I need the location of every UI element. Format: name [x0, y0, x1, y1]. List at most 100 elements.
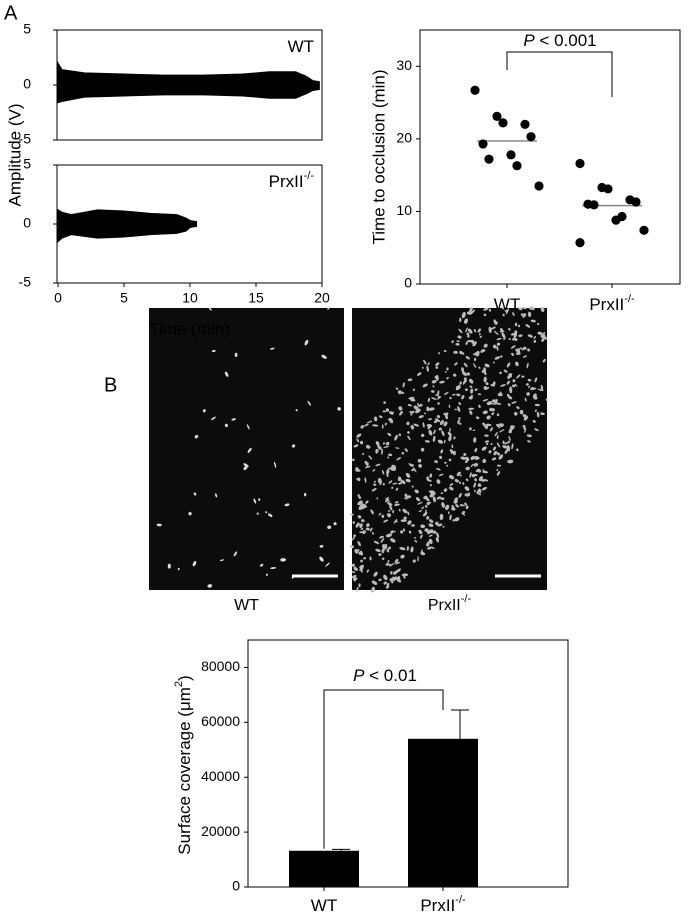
speck	[371, 586, 375, 593]
speck	[460, 504, 463, 507]
speck	[500, 355, 503, 358]
speck	[488, 450, 492, 454]
speck	[402, 508, 408, 514]
speck	[449, 514, 452, 521]
speck	[363, 557, 367, 560]
speck	[377, 445, 382, 450]
speck	[479, 335, 483, 338]
speck	[508, 436, 511, 441]
x-tick-label-part: WT	[311, 896, 337, 915]
dot	[470, 85, 480, 95]
speck	[373, 480, 376, 484]
speck	[371, 580, 378, 585]
speck	[381, 470, 385, 475]
speck	[512, 312, 515, 317]
speck	[409, 464, 415, 467]
speck	[486, 415, 491, 420]
speck	[385, 585, 390, 589]
speck	[424, 505, 428, 508]
speck	[429, 523, 433, 527]
speck	[540, 306, 545, 313]
speck	[356, 587, 359, 592]
speck	[426, 406, 430, 412]
panel-label: A	[4, 2, 18, 24]
speck	[167, 563, 171, 569]
speck	[424, 509, 427, 515]
speck	[476, 468, 482, 473]
speck	[319, 545, 324, 548]
speck	[428, 429, 433, 436]
speck	[327, 306, 330, 310]
speck	[391, 530, 396, 533]
y-tick-label: 40000	[201, 768, 240, 784]
speck	[375, 441, 380, 446]
speck	[359, 531, 364, 534]
speck	[355, 522, 360, 528]
speck	[387, 467, 391, 470]
speck	[494, 432, 498, 437]
speck	[496, 452, 501, 456]
speck	[496, 424, 501, 429]
speck	[537, 322, 540, 325]
speck	[389, 411, 393, 415]
speck	[211, 349, 216, 353]
speck	[410, 424, 415, 430]
speck	[459, 422, 462, 425]
speck	[481, 479, 487, 482]
speck	[353, 444, 359, 448]
speck	[434, 418, 441, 423]
speck	[426, 365, 429, 372]
speck	[208, 307, 212, 311]
speck	[413, 405, 419, 411]
speck	[442, 525, 445, 528]
speck	[522, 355, 528, 358]
speck	[534, 377, 538, 383]
speck	[410, 413, 413, 416]
speck	[358, 500, 362, 504]
speck	[361, 504, 366, 509]
speck	[440, 449, 444, 454]
speck	[410, 546, 414, 553]
speck	[500, 307, 507, 311]
micrograph	[149, 308, 344, 590]
speck	[273, 461, 277, 468]
speck	[466, 311, 473, 315]
speck	[396, 457, 401, 461]
speck	[517, 324, 521, 328]
speck	[482, 398, 489, 402]
speck	[468, 378, 474, 384]
bar	[289, 850, 359, 887]
speck	[545, 398, 548, 402]
speck	[496, 471, 501, 476]
speck	[465, 466, 470, 471]
speck	[462, 482, 465, 485]
speck	[435, 374, 439, 382]
speck	[259, 563, 264, 567]
speck	[469, 410, 473, 415]
speck	[455, 386, 459, 389]
speck	[499, 391, 503, 397]
x-tick-label-part: -/-	[455, 894, 466, 906]
speck	[463, 453, 467, 456]
speck	[395, 387, 399, 390]
speck	[447, 511, 450, 515]
speck	[362, 530, 366, 535]
x-tick-label: WT	[494, 295, 520, 314]
speck	[353, 577, 358, 581]
speck	[448, 458, 452, 462]
x-tick-label-part: WT	[494, 295, 520, 314]
speck	[453, 436, 456, 440]
dot	[492, 111, 502, 121]
speck	[398, 390, 405, 395]
speck	[406, 479, 411, 481]
speck	[492, 446, 497, 451]
speck	[426, 542, 430, 547]
speck	[411, 485, 414, 488]
speck	[378, 578, 382, 582]
speck	[436, 468, 441, 471]
speck	[407, 378, 413, 382]
speck	[528, 385, 531, 389]
speck	[541, 337, 545, 342]
y-tick-label: 60000	[201, 713, 240, 729]
speck	[451, 393, 456, 396]
